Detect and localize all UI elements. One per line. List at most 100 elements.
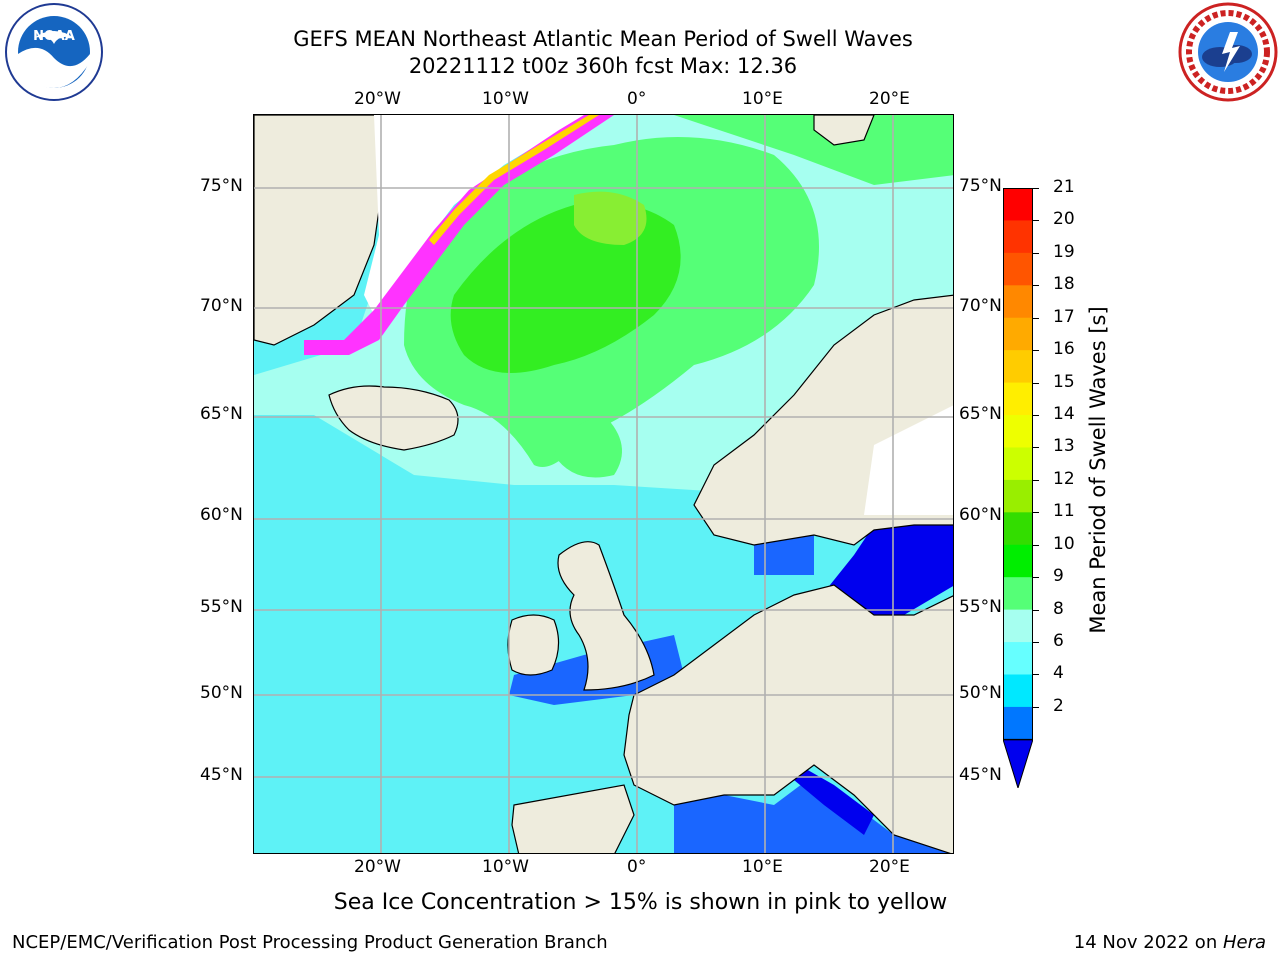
colorbar-outline [1003, 188, 1033, 741]
lat-label-left: 55°N [200, 597, 243, 617]
colorbar-tick-mark [1033, 220, 1039, 222]
colorbar-tick-mark [1033, 447, 1039, 449]
ireland-land [507, 614, 560, 676]
lat-label-left: 75°N [200, 176, 243, 196]
lat-label-left: 45°N [200, 765, 243, 785]
colorbar-tick-label: 6 [1053, 631, 1064, 652]
colorbar-tick-label: 9 [1053, 566, 1064, 587]
svg-text:NOAA: NOAA [33, 29, 75, 44]
colorbar-tick-label: 8 [1053, 598, 1064, 619]
colorbar-swatch [1003, 415, 1033, 448]
colorbar-tick-label: 21 [1053, 177, 1075, 197]
lat-label-left: 50°N [200, 683, 243, 703]
lat-label-right: 45°N [959, 765, 1002, 785]
colorbar-swatch [1003, 642, 1033, 675]
swell-band-9-10s [554, 415, 622, 478]
colorbar-swatch [1003, 350, 1033, 384]
lon-label-top: 20°E [869, 89, 910, 109]
map-canvas [254, 115, 953, 853]
colorbar-tick-mark [1033, 674, 1039, 676]
noaa-emblem-icon: NOAA [5, 3, 103, 101]
colorbar-swatch [1003, 577, 1033, 611]
colorbar-tick-mark [1033, 479, 1039, 481]
colorbar-tick-mark [1033, 285, 1039, 287]
colorbar-tick-mark [1033, 577, 1039, 579]
colorbar-tick-label: 14 [1053, 404, 1075, 425]
colorbar-tick-label: 18 [1053, 274, 1075, 295]
colorbar-swatch [1003, 382, 1033, 416]
footer-producer: NCEP/EMC/Verification Post Processing Pr… [12, 932, 608, 953]
swell-period-map [253, 114, 954, 854]
colorbar-swatch [1003, 447, 1033, 481]
graticule [254, 115, 953, 853]
colorbar-tick-label: 4 [1053, 663, 1064, 684]
nws-emblem-icon [1178, 2, 1278, 102]
colorbar-tick-mark [1033, 252, 1039, 254]
colorbar-tick-label: 17 [1053, 306, 1075, 327]
colorbar-swatch [1003, 706, 1033, 740]
colorbar-swatch [1003, 220, 1033, 254]
colorbar-tick-mark [1033, 188, 1039, 189]
colorbar-swatch [1003, 609, 1033, 643]
colorbar-tick-mark [1033, 512, 1039, 514]
lat-label-right: 50°N [959, 683, 1002, 703]
colorbar-tick-label: 11 [1053, 501, 1075, 522]
iberia-land [511, 784, 635, 853]
mediterranean-swell [674, 775, 949, 853]
iceland-land [328, 385, 459, 451]
lat-label-left: 70°N [200, 296, 243, 316]
colorbar-swatch [1003, 285, 1033, 319]
europe-land [623, 584, 953, 853]
colorbar-tick-mark [1033, 642, 1039, 644]
colorbar-swatch [1003, 674, 1033, 708]
lon-label-bottom: 20°E [869, 857, 910, 877]
lat-label-left: 60°N [200, 505, 243, 525]
chart-subtitle: 20221112 t00z 360h fcst Max: 12.36 [408, 54, 798, 78]
swell-band-11-12s [574, 191, 647, 245]
colorbar-swatch [1003, 188, 1033, 221]
colorbar-swatch [1003, 252, 1033, 286]
lon-label-bottom: 10°W [482, 857, 529, 877]
colorbar-tick-mark [1033, 415, 1039, 417]
lon-label-bottom: 0° [627, 857, 647, 877]
colorbar-tick-mark [1033, 609, 1039, 611]
nws-logo [1178, 2, 1278, 102]
colorbar-tick-label: 19 [1053, 241, 1075, 262]
lon-label-top: 20°W [354, 89, 401, 109]
colorbar-tick-mark [1033, 382, 1039, 384]
lon-label-bottom: 20°W [354, 857, 401, 877]
colorbar-tick-mark [1033, 544, 1039, 546]
colorbar-tick-mark [1033, 317, 1039, 319]
colorbar-swatch [1003, 544, 1033, 578]
svalbard-land [813, 115, 875, 146]
colorbar-swatch [1003, 317, 1033, 351]
footer-date-text: 14 Nov 2022 on [1073, 932, 1223, 953]
colorbar-tick-label: 12 [1053, 468, 1075, 489]
colorbar-swatch [1003, 512, 1033, 546]
lat-label-right: 75°N [959, 176, 1002, 196]
lon-label-top: 10°W [482, 89, 529, 109]
sea-ice-note: Sea Ice Concentration > 15% is shown in … [333, 890, 948, 915]
swell-band-10-11s [450, 202, 681, 373]
colorbar [1002, 188, 1034, 790]
lat-label-right: 70°N [959, 296, 1002, 316]
greenland-ice-sheet [364, 115, 584, 315]
colorbar-tick-label: 20 [1053, 209, 1075, 230]
colorbar-extend-triangle [1002, 738, 1034, 790]
scandinavia-snow [864, 405, 953, 515]
footer-date: 14 Nov 2022 on Hera [1074, 932, 1266, 953]
lon-label-bottom: 10°E [742, 857, 783, 877]
colorbar-tick-mark [1033, 350, 1039, 352]
colorbar-tick-label: 10 [1053, 533, 1075, 554]
lat-label-left: 65°N [200, 404, 243, 424]
great-britain-land [557, 541, 655, 691]
lat-label-right: 55°N [959, 597, 1002, 617]
adriatic-low-swell [794, 765, 874, 835]
lon-label-top: 10°E [742, 89, 783, 109]
colorbar-label: Mean Period of Swell Waves [s] [1086, 306, 1110, 634]
noaa-logo: NOAA [4, 2, 104, 102]
colorbar-swatch [1003, 479, 1033, 513]
colorbar-tick-label: 2 [1053, 695, 1064, 716]
colorbar-swatches [1002, 188, 1034, 790]
lat-label-right: 65°N [959, 404, 1002, 424]
